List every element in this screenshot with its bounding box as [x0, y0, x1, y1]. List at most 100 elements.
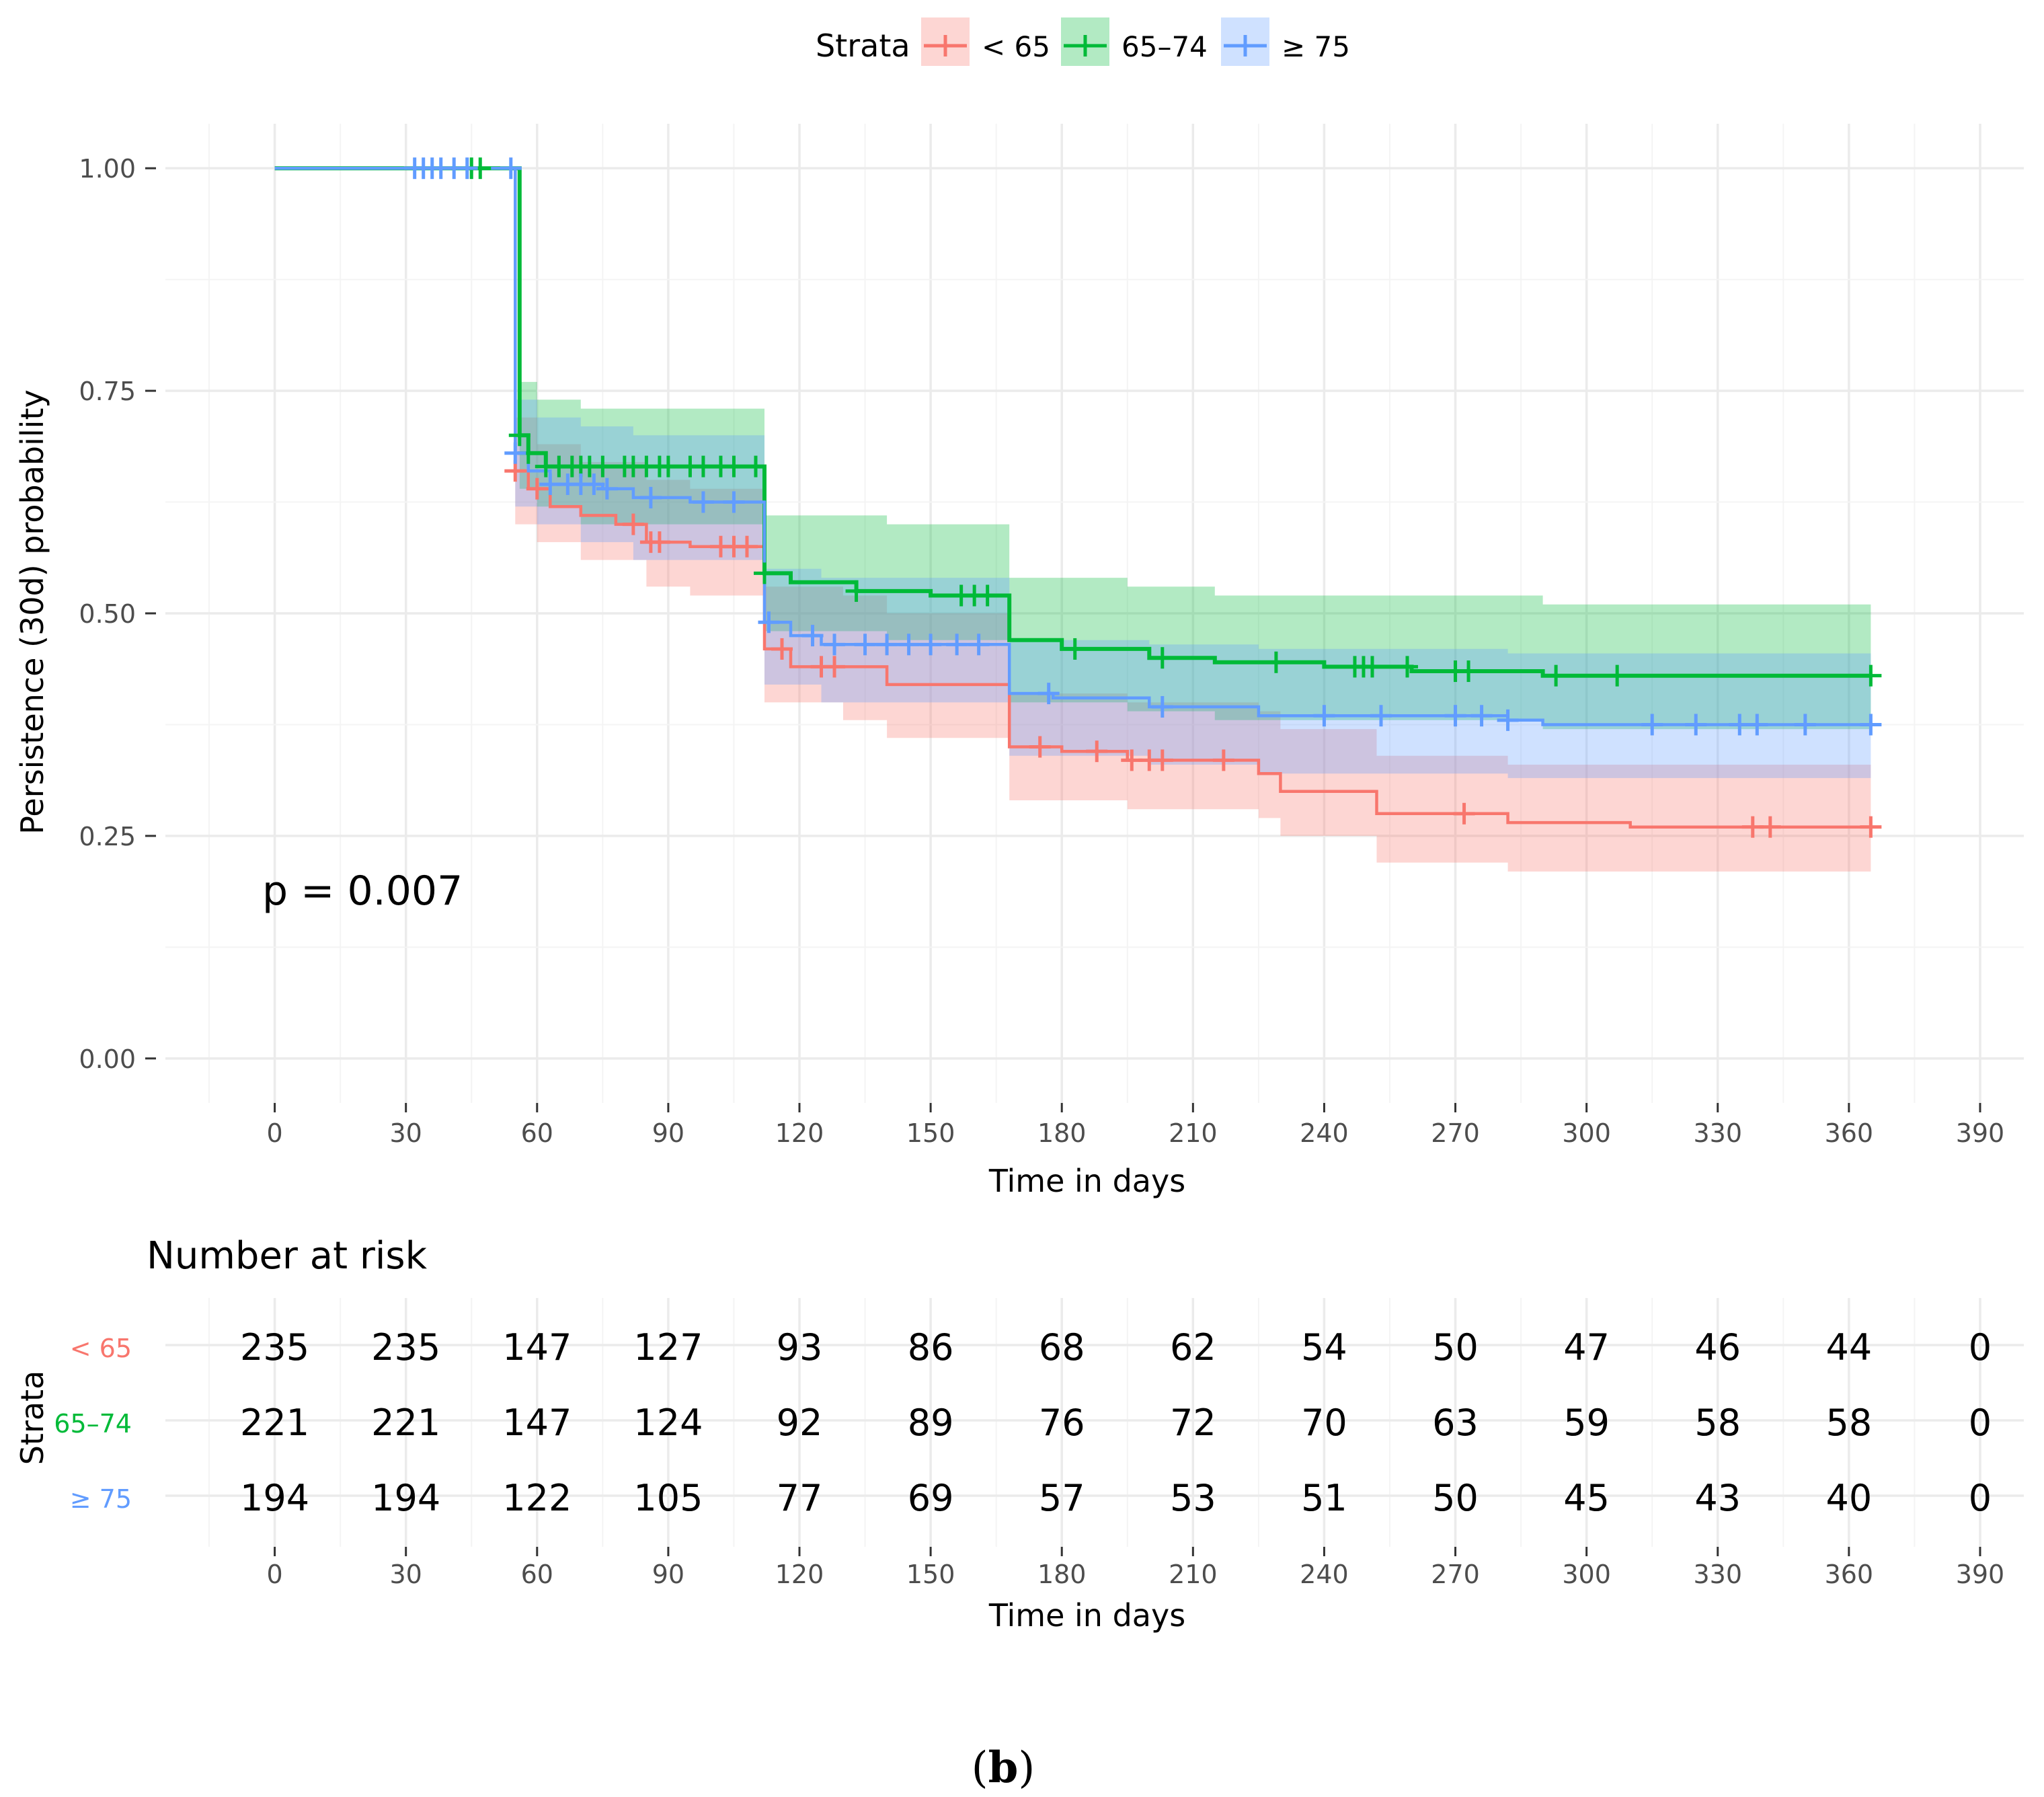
censor-mark-2: [1313, 705, 1335, 727]
risk-cell: 72: [1170, 1402, 1216, 1444]
censor-mark-2: [1151, 695, 1173, 718]
risk-cell: 0: [1969, 1402, 1992, 1444]
censor-mark-2: [1370, 705, 1392, 727]
x-tick-label: 120: [775, 1118, 824, 1148]
risk-x-tick-label: 300: [1562, 1560, 1611, 1589]
censor-mark-1: [1265, 651, 1287, 673]
risk-x-tick-label: 30: [390, 1560, 422, 1589]
risk-x-tick-label: 0: [266, 1560, 282, 1589]
censor-mark-2: [692, 491, 714, 513]
censor-mark-2: [583, 473, 605, 496]
censor-mark-1: [976, 584, 998, 607]
survival-plot: 0 30 60 90 120 150 180 210 240 270 300 330 360 390 0.0…: [14, 124, 2024, 1199]
censor-mark-2: [639, 486, 662, 508]
censor-mark-2: [876, 634, 898, 656]
censor-mark-1: [1545, 664, 1567, 687]
risk-cell: 46: [1694, 1326, 1741, 1369]
risk-x-tick-label: 120: [775, 1560, 824, 1589]
censor-mark-2: [500, 157, 522, 180]
risk-cell: 105: [633, 1477, 703, 1519]
risk-cell: 47: [1563, 1326, 1610, 1369]
risk-cell: 69: [908, 1477, 954, 1519]
risk-cell: 68: [1039, 1326, 1085, 1369]
censor-mark-0: [824, 656, 846, 678]
censor-mark-2: [456, 157, 478, 180]
censor-mark-0: [648, 531, 670, 553]
risk-cell: 63: [1432, 1402, 1479, 1444]
censor-mark-2: [920, 634, 942, 656]
censor-mark-0: [1759, 816, 1781, 838]
risk-cell: 122: [502, 1477, 572, 1519]
legend-label: < 65: [982, 30, 1050, 63]
x-tick-label: 180: [1037, 1118, 1087, 1148]
risk-cell: 127: [633, 1326, 703, 1369]
risk-cell: 51: [1301, 1477, 1347, 1519]
censor-mark-2: [1685, 714, 1707, 736]
censor-mark-2: [1641, 714, 1663, 736]
risk-cell: 70: [1301, 1402, 1347, 1444]
censor-mark-1: [1397, 656, 1419, 678]
risk-cell: 50: [1432, 1326, 1479, 1369]
risk-cell: 0: [1969, 1477, 1992, 1519]
risk-table-x-label: Time in days: [988, 1597, 1185, 1634]
x-axis-label: Time in days: [988, 1163, 1185, 1199]
risk-cell: 44: [1825, 1326, 1872, 1369]
legend-label: ≥ 75: [1282, 30, 1350, 63]
risk-table-title: Number at risk: [147, 1234, 428, 1278]
censor-mark-1: [753, 562, 775, 584]
x-tick-label: 0: [266, 1118, 282, 1148]
risk-cell: 89: [908, 1402, 954, 1444]
x-tick-label: 210: [1169, 1118, 1218, 1148]
figure-caption: (b): [972, 1743, 1035, 1793]
censor-mark-0: [1151, 749, 1173, 771]
censor-mark-0: [526, 477, 548, 500]
x-tick-label: 150: [906, 1118, 955, 1148]
risk-x-tick-label: 150: [906, 1560, 955, 1589]
risk-cell: 53: [1170, 1477, 1216, 1519]
caption-close: ): [1018, 1743, 1035, 1793]
censor-mark-2: [898, 634, 920, 656]
risk-x-tick-label: 270: [1431, 1560, 1480, 1589]
x-tick-label: 60: [521, 1118, 553, 1148]
risk-cell: 93: [777, 1326, 823, 1369]
risk-cell: 57: [1039, 1477, 1085, 1519]
legend-item: < 65: [921, 17, 1050, 66]
x-tick-label: 330: [1693, 1118, 1742, 1148]
risk-cell: 58: [1825, 1402, 1872, 1444]
risk-cell: 40: [1825, 1477, 1872, 1519]
censor-mark-2: [801, 625, 824, 647]
y-tick-label: 0.25: [79, 822, 136, 851]
x-tick-label: 240: [1300, 1118, 1349, 1148]
censor-mark-2: [1470, 705, 1493, 727]
censor-mark-2: [504, 442, 526, 464]
x-tick-label: 300: [1562, 1118, 1611, 1148]
risk-x-tick-label: 60: [521, 1560, 553, 1589]
censor-mark-2: [758, 611, 780, 634]
risk-cell: 147: [502, 1402, 572, 1444]
censor-mark-0: [1860, 816, 1882, 838]
risk-cell: 86: [908, 1326, 954, 1369]
censor-mark-2: [854, 634, 876, 656]
censor-mark-2: [1794, 714, 1816, 736]
risk-cell: 124: [633, 1402, 703, 1444]
risk-x-tick-label: 330: [1693, 1560, 1742, 1589]
censor-mark-2: [824, 634, 846, 656]
survival-curve-0: [274, 166, 1871, 829]
risk-cell: 194: [240, 1477, 309, 1519]
censor-mark-0: [736, 535, 758, 558]
risk-x-tick-label: 360: [1825, 1560, 1874, 1589]
risk-cell: 62: [1170, 1326, 1216, 1369]
risk-cell: 194: [371, 1477, 440, 1519]
legend-item: 65–74: [1061, 17, 1208, 66]
confidence-band-1: [519, 381, 1871, 738]
censor-mark-1: [723, 455, 745, 477]
risk-x-tick-label: 210: [1169, 1560, 1218, 1589]
risk-cell: 54: [1301, 1326, 1347, 1369]
confidence-band-0: [515, 417, 1871, 876]
risk-cell: 92: [777, 1402, 823, 1444]
risk-x-tick-label: 240: [1300, 1560, 1349, 1589]
censor-mark-1: [1458, 660, 1480, 683]
risk-cell: 43: [1694, 1477, 1741, 1519]
legend-label: 65–74: [1122, 30, 1208, 63]
censor-mark-0: [1212, 749, 1234, 771]
